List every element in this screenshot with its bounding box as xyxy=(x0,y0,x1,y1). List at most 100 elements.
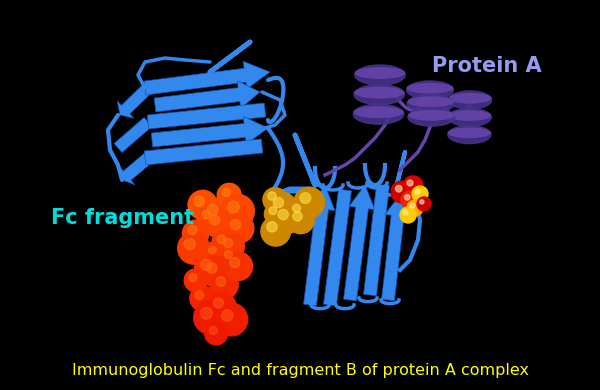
Text: Fc fragment: Fc fragment xyxy=(51,208,194,229)
Circle shape xyxy=(207,204,218,215)
Circle shape xyxy=(391,181,413,203)
Circle shape xyxy=(224,239,233,248)
Circle shape xyxy=(417,197,431,211)
Polygon shape xyxy=(151,117,268,147)
Circle shape xyxy=(208,246,216,254)
Circle shape xyxy=(201,198,232,229)
Ellipse shape xyxy=(448,108,491,126)
Circle shape xyxy=(202,211,210,219)
Polygon shape xyxy=(304,185,335,306)
Text: Immunoglobulin Fc and fragment B of protein A complex: Immunoglobulin Fc and fragment B of prot… xyxy=(71,362,529,378)
Circle shape xyxy=(412,186,428,202)
Circle shape xyxy=(272,204,302,234)
Circle shape xyxy=(204,209,232,238)
Ellipse shape xyxy=(407,83,454,94)
Ellipse shape xyxy=(448,128,491,138)
Circle shape xyxy=(211,271,238,299)
Circle shape xyxy=(415,189,420,194)
Circle shape xyxy=(224,250,232,259)
Circle shape xyxy=(178,232,209,264)
Polygon shape xyxy=(144,61,270,95)
Circle shape xyxy=(218,233,244,259)
Ellipse shape xyxy=(354,87,404,99)
Circle shape xyxy=(201,259,212,270)
Circle shape xyxy=(269,207,277,215)
Circle shape xyxy=(224,214,254,243)
Circle shape xyxy=(265,203,287,225)
Circle shape xyxy=(395,185,402,192)
Text: Protein A: Protein A xyxy=(432,56,542,76)
Circle shape xyxy=(400,207,416,223)
Polygon shape xyxy=(323,189,352,306)
Ellipse shape xyxy=(448,126,491,144)
Circle shape xyxy=(403,210,408,215)
Circle shape xyxy=(217,235,226,243)
Circle shape xyxy=(227,201,239,213)
Circle shape xyxy=(401,191,419,209)
Ellipse shape xyxy=(448,91,491,109)
Circle shape xyxy=(184,269,207,292)
Circle shape xyxy=(230,220,241,230)
Circle shape xyxy=(212,230,236,255)
Circle shape xyxy=(268,192,296,222)
Circle shape xyxy=(216,277,226,286)
Circle shape xyxy=(294,187,325,218)
Circle shape xyxy=(190,286,215,311)
Circle shape xyxy=(194,196,204,206)
Circle shape xyxy=(293,204,301,212)
Circle shape xyxy=(189,273,197,282)
Circle shape xyxy=(200,257,231,287)
Circle shape xyxy=(188,190,217,220)
Ellipse shape xyxy=(408,108,455,126)
Ellipse shape xyxy=(407,81,454,99)
Circle shape xyxy=(287,207,314,234)
Circle shape xyxy=(188,225,197,235)
Circle shape xyxy=(221,310,233,321)
Circle shape xyxy=(288,200,311,223)
Polygon shape xyxy=(382,195,410,301)
Circle shape xyxy=(230,258,240,268)
Ellipse shape xyxy=(353,104,404,124)
Circle shape xyxy=(300,193,311,204)
Circle shape xyxy=(209,326,217,335)
Circle shape xyxy=(210,215,220,225)
Circle shape xyxy=(200,307,212,319)
Ellipse shape xyxy=(407,96,454,107)
Circle shape xyxy=(410,203,415,208)
Ellipse shape xyxy=(407,94,454,113)
Polygon shape xyxy=(117,84,152,118)
Polygon shape xyxy=(119,153,152,185)
Circle shape xyxy=(221,194,254,228)
Ellipse shape xyxy=(448,110,491,121)
Circle shape xyxy=(224,252,253,280)
Circle shape xyxy=(214,298,223,308)
Polygon shape xyxy=(147,103,266,129)
Circle shape xyxy=(204,241,226,264)
Circle shape xyxy=(206,263,217,273)
Circle shape xyxy=(293,212,302,221)
Circle shape xyxy=(267,222,277,232)
Circle shape xyxy=(403,176,423,196)
Circle shape xyxy=(278,209,289,220)
Circle shape xyxy=(222,188,230,197)
Polygon shape xyxy=(344,185,375,301)
Polygon shape xyxy=(114,117,152,152)
Polygon shape xyxy=(364,184,389,296)
Ellipse shape xyxy=(448,93,491,104)
Circle shape xyxy=(197,206,221,230)
Circle shape xyxy=(215,303,248,336)
Circle shape xyxy=(208,292,236,321)
Circle shape xyxy=(274,197,283,207)
Circle shape xyxy=(407,180,413,186)
Circle shape xyxy=(404,195,410,200)
Circle shape xyxy=(195,291,203,300)
Ellipse shape xyxy=(354,85,404,105)
Circle shape xyxy=(420,200,424,204)
Circle shape xyxy=(205,322,228,345)
Circle shape xyxy=(261,216,290,246)
Ellipse shape xyxy=(355,67,405,79)
Ellipse shape xyxy=(408,110,455,121)
Ellipse shape xyxy=(353,106,404,118)
Circle shape xyxy=(220,246,242,269)
Circle shape xyxy=(194,253,226,285)
